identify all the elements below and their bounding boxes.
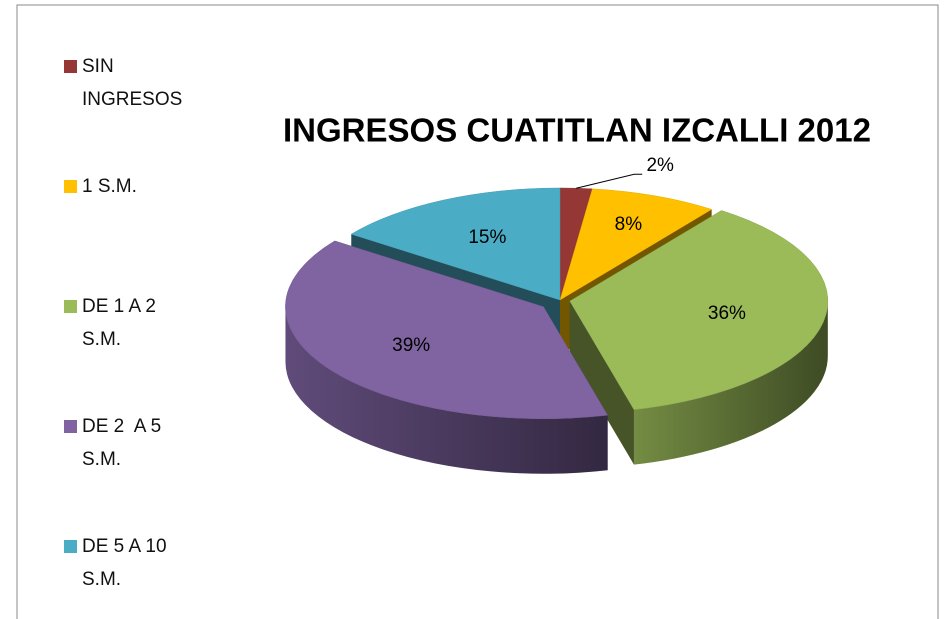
chart-title: INGRESOS CUATITLAN IZCALLI 2012 bbox=[283, 112, 871, 149]
leader-line bbox=[576, 173, 643, 189]
slice-outer-wall bbox=[633, 301, 828, 465]
legend-swatch bbox=[64, 540, 77, 553]
legend-label: SIN INGRESOS bbox=[82, 56, 183, 110]
data-label: 36% bbox=[708, 303, 746, 324]
slice-side-wall bbox=[569, 301, 634, 465]
slice bbox=[559, 188, 713, 301]
legend-swatch bbox=[64, 180, 77, 193]
legend-item: DE 1 A 2 S.M. bbox=[64, 290, 214, 356]
legend-item: DE 2 A 5 S.M. bbox=[64, 410, 214, 476]
legend-label: DE 2 A 5 S.M. bbox=[82, 416, 167, 470]
data-label: 15% bbox=[468, 227, 506, 248]
legend-label: 1 S.M. bbox=[82, 176, 137, 197]
data-label: 8% bbox=[615, 214, 643, 235]
slice bbox=[569, 210, 829, 410]
legend-swatch bbox=[64, 60, 77, 73]
legend-item: DE 5 A 10 S.M. bbox=[64, 530, 214, 596]
slice bbox=[350, 187, 561, 301]
legend-label: DE 5 A 10 S.M. bbox=[82, 536, 172, 590]
legend-label: DE 1 A 2 S.M. bbox=[82, 296, 162, 350]
legend-swatch bbox=[64, 300, 77, 313]
legend-swatch bbox=[64, 420, 77, 433]
data-label: 39% bbox=[392, 335, 430, 356]
slice bbox=[285, 240, 609, 419]
chart-border bbox=[16, 4, 939, 619]
legend-item: SIN INGRESOS bbox=[64, 50, 214, 116]
legend-item: 1 S.M. bbox=[64, 170, 214, 203]
slice-outer-wall bbox=[285, 306, 608, 474]
data-label: 2% bbox=[646, 155, 674, 176]
